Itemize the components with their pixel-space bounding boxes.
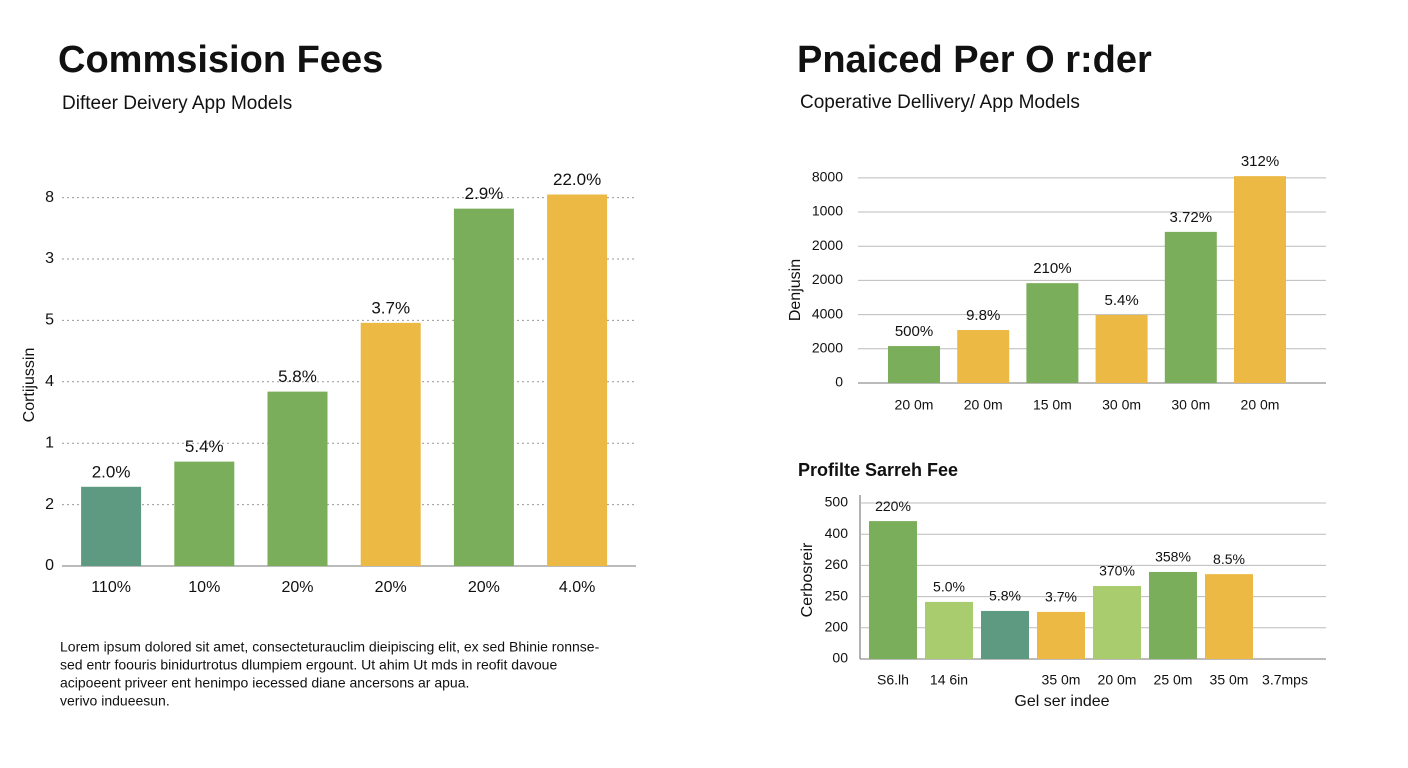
bar-label: 3.7% [371, 298, 410, 317]
bar-label: 3.7% [1045, 589, 1077, 605]
x-tick-label: 35 0m [1042, 672, 1081, 688]
bar-label: 5.4% [1104, 292, 1138, 309]
y-tick-label: 2000 [812, 237, 843, 253]
chart-title: Commsision Fees [58, 39, 383, 81]
y-tick-label: 2 [45, 496, 54, 513]
bar-label: 8.5% [1213, 551, 1245, 567]
note-line: acipoeent priveer ent henimpo iecessed d… [60, 675, 469, 691]
chart-subtitle: Coperative Dellivery/ App Models [800, 92, 1080, 113]
bar-label: 2.9% [465, 184, 504, 203]
bar-label: 5.8% [278, 367, 317, 386]
bar-label: 312% [1241, 153, 1279, 170]
bar [981, 610, 1029, 659]
y-tick-label: 250 [825, 587, 849, 603]
y-axis-label: Cerbosreir [799, 542, 816, 617]
bar [1037, 611, 1085, 659]
y-tick-label: 8 [45, 189, 54, 206]
bar [869, 521, 917, 659]
y-tick-label: 2000 [812, 271, 843, 287]
bar-label: 210% [1033, 260, 1071, 277]
y-tick-label: 4000 [812, 305, 843, 321]
x-tick-label: 3.7mps [1262, 672, 1308, 688]
x-tick-label: 20 0m [1098, 672, 1137, 688]
bar [1149, 571, 1197, 659]
bar [267, 391, 328, 566]
bar [1026, 283, 1079, 383]
bar-label: 3.72% [1170, 209, 1213, 226]
x-tick-label: 20% [281, 579, 313, 596]
chart-subtitle: Difteer Deivery App Models [62, 93, 292, 114]
bar [1164, 231, 1217, 383]
bar [453, 208, 514, 566]
note-line: sed entr foouris binidurtrotus dlumpiem … [60, 657, 557, 673]
bar-label: 370% [1099, 563, 1135, 579]
y-tick-label: 500 [825, 494, 849, 510]
y-tick-label: 0 [835, 374, 843, 390]
bar [888, 346, 940, 383]
y-tick-label: 8000 [812, 169, 843, 185]
bar [547, 194, 608, 566]
bar-label: 2.0% [92, 462, 131, 481]
y-tick-label: 260 [825, 556, 849, 572]
bar-label: 5.8% [989, 588, 1021, 604]
x-tick-label: 14 6in [930, 672, 968, 688]
note-line: Lorem ipsum dolored sit amet, consectetu… [60, 639, 600, 655]
bar [174, 461, 235, 566]
y-tick-label: 4 [45, 373, 54, 390]
bar [1205, 574, 1253, 659]
chart-title: Profilte Sarreh Fee [798, 460, 958, 480]
y-tick-label: 1000 [812, 203, 843, 219]
x-axis-label: Gel ser indee [1014, 693, 1109, 710]
y-tick-label: 0 [45, 557, 54, 574]
bar [1093, 585, 1141, 659]
bar-label: 5.0% [933, 579, 965, 595]
x-tick-label: 30 0m [1102, 397, 1141, 413]
x-tick-label: 35 0m [1210, 672, 1249, 688]
chart-title: Pnaiced Per O r:der [797, 39, 1152, 81]
y-tick-label: 3 [45, 250, 54, 267]
y-axis-label: Denjusin [787, 259, 804, 321]
x-tick-label: 25 0m [1154, 672, 1193, 688]
x-tick-label: 20 0m [1241, 397, 1280, 413]
y-tick-label: 2000 [812, 340, 843, 356]
bar-label: 22.0% [553, 170, 601, 189]
bar [360, 322, 421, 566]
note-line: verivo indueesun. [60, 693, 170, 709]
y-tick-label: 400 [825, 525, 849, 541]
x-tick-label: 110% [91, 579, 131, 596]
x-tick-label: 30 0m [1171, 397, 1210, 413]
x-tick-label: 20% [375, 579, 407, 596]
y-tick-label: 00 [832, 650, 848, 666]
x-tick-label: 15 0m [1033, 397, 1072, 413]
bar-label: 5.4% [185, 437, 224, 456]
bar-label: 220% [875, 498, 911, 514]
x-tick-label: 20 0m [964, 397, 1003, 413]
y-tick-label: 5 [45, 312, 54, 329]
bar [1095, 314, 1148, 383]
y-axis-label: Cortijussin [21, 348, 38, 423]
x-tick-label: 20 0m [895, 397, 934, 413]
x-tick-label: 10% [188, 579, 220, 596]
bar-label: 358% [1155, 549, 1191, 565]
y-tick-label: 200 [825, 619, 849, 635]
x-tick-label: 20% [468, 579, 500, 596]
bar-label: 500% [895, 323, 933, 340]
bar-label: 9.8% [966, 307, 1000, 324]
bar [925, 601, 973, 659]
bar [1234, 176, 1286, 383]
y-tick-label: 1 [45, 434, 54, 451]
bar [957, 330, 1010, 383]
x-tick-label: S6.lh [877, 672, 909, 688]
bar [81, 486, 142, 566]
x-tick-label: 4.0% [559, 579, 595, 596]
